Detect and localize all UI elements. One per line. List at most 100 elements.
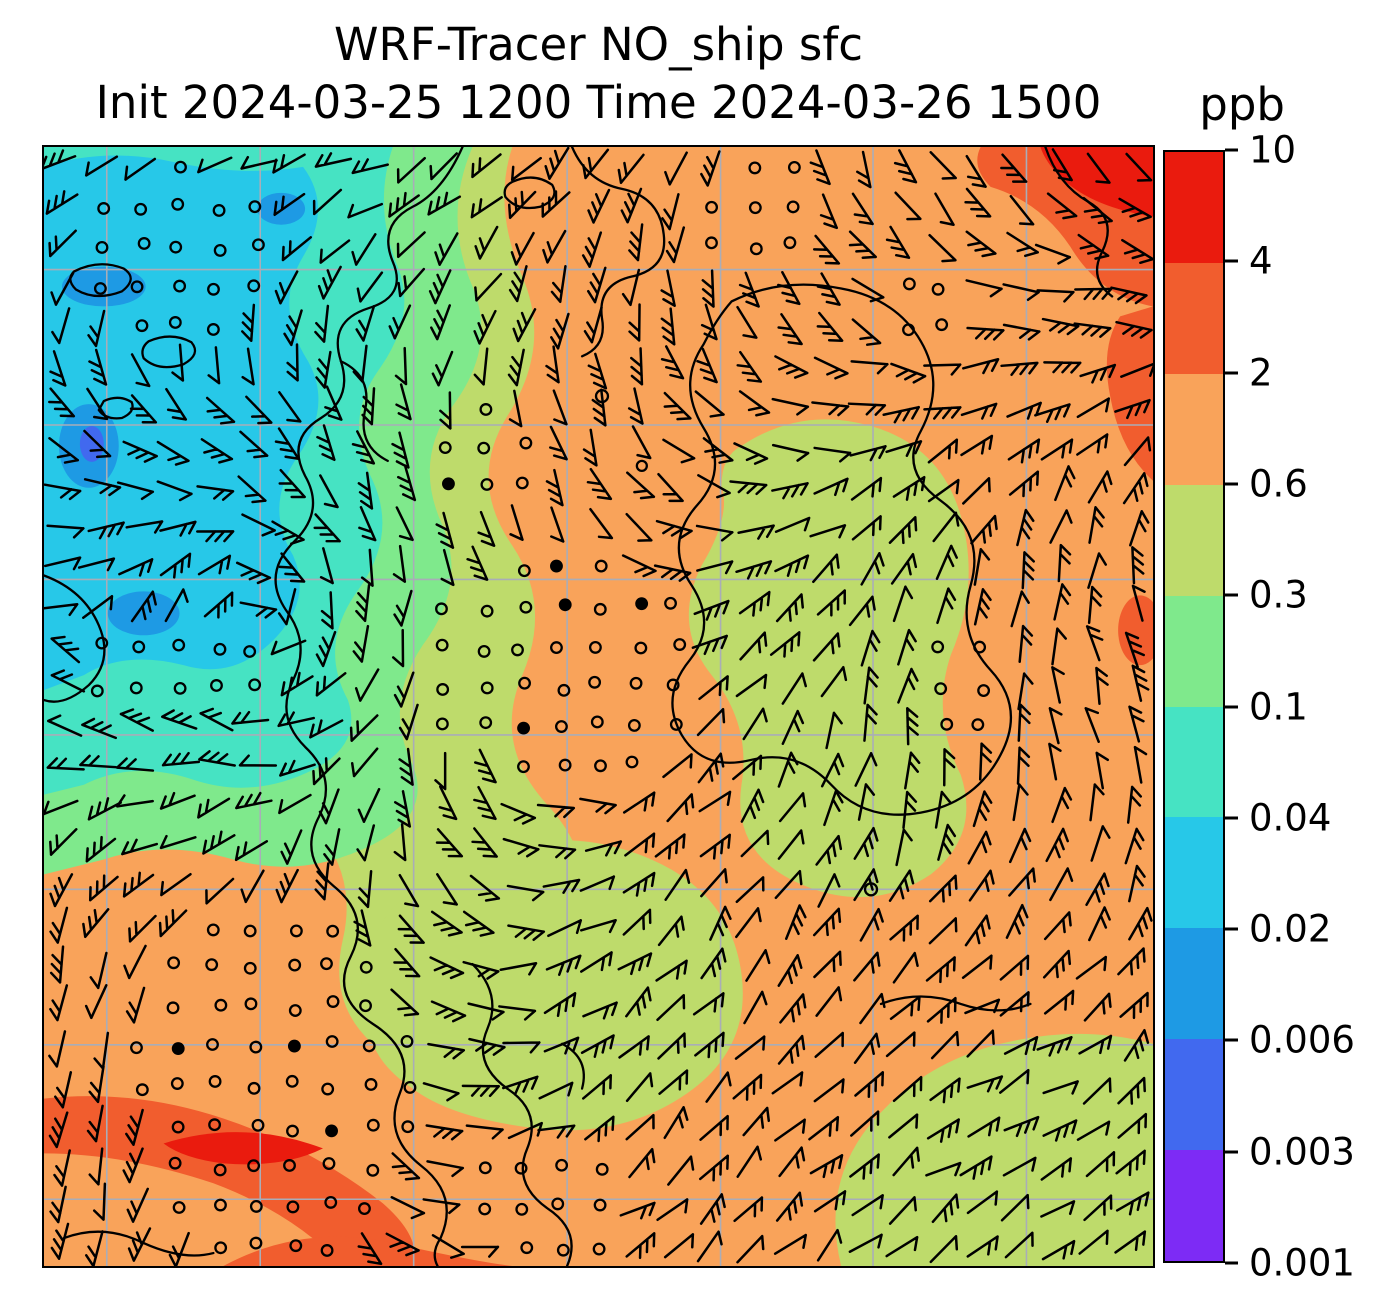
calm-wind-circle [520, 1241, 534, 1255]
calm-wind-circle [173, 279, 187, 293]
colorbar-segment [1165, 373, 1223, 485]
calm-wind-circle [247, 279, 261, 293]
calm-wind-circle [210, 679, 223, 692]
calm-wind-circle [213, 1163, 227, 1177]
calm-wind-circle [174, 160, 187, 174]
calm-wind-circle [287, 1039, 301, 1053]
colorbar-segment [1165, 595, 1223, 707]
calm-wind-circle [479, 403, 493, 416]
colorbar-tick-label: 0.04 [1249, 796, 1332, 840]
calm-wind-circle [248, 200, 262, 214]
colorbar-units-label: ppb [1199, 78, 1285, 131]
calm-wind-circle [212, 204, 226, 217]
calm-wind-circle [248, 678, 262, 692]
calm-wind-circle [478, 1202, 492, 1216]
colorbar-tick-label: 0.1 [1249, 685, 1308, 728]
calm-wind-circle [129, 681, 143, 695]
calm-wind-circle [477, 644, 491, 658]
calm-wind-circle [515, 1202, 529, 1216]
calm-wind-circle [550, 641, 563, 655]
calm-wind-circle [359, 960, 373, 974]
calm-wind-circle [206, 923, 220, 937]
coastline-islet-2 [635, 459, 648, 472]
calm-wind-circle [435, 602, 448, 616]
colorbar-segment [1165, 152, 1223, 263]
calm-wind-circle [130, 280, 144, 294]
calm-wind-circle [207, 282, 220, 296]
calm-wind-circle [208, 1118, 222, 1132]
colorbar-segment [1165, 1039, 1223, 1151]
calm-wind-circle [243, 961, 257, 975]
colorbar-segment [1165, 1150, 1223, 1262]
calm-wind-circle [669, 718, 683, 731]
calm-wind-circle [171, 197, 185, 211]
colorbar-tick-label: 0.003 [1249, 1130, 1355, 1174]
colorbar-ticks: 10 4 2 0.6 0.3 0.1 0.04 0.02 0.006 0.003 0.001 [1225, 129, 1395, 1285]
calm-wind-circle [435, 717, 449, 731]
calm-wind-circle [286, 1124, 299, 1138]
calm-wind-circle [480, 604, 494, 618]
calm-wind-circle [515, 476, 529, 490]
calm-wind-circle [517, 564, 531, 578]
calm-wind-circle [971, 718, 985, 732]
colorbar-tick-label: 0.3 [1249, 573, 1308, 617]
calm-wind-circle [172, 638, 186, 652]
calm-wind-circle [90, 684, 104, 698]
colorbar-segment [1165, 262, 1223, 374]
calm-wind-circle [673, 638, 687, 651]
calm-wind-circle [208, 1075, 222, 1088]
calm-wind-circle [664, 596, 677, 610]
calm-wind-circle [172, 1201, 186, 1214]
calm-wind-circle [288, 1004, 302, 1017]
colorbar-tick-label: 2 [1249, 351, 1273, 395]
calm-wind-circle [595, 1162, 609, 1176]
calm-wind-circle [551, 1197, 565, 1211]
calm-wind-circle [169, 240, 183, 254]
calm-wind-circle [514, 1161, 528, 1175]
calm-wind-circle [358, 1202, 371, 1216]
calm-wind-circle [135, 319, 149, 333]
colorbar-tickmark [1225, 1150, 1238, 1154]
calm-wind-circle [749, 242, 763, 256]
calm-wind-circle [249, 1236, 263, 1250]
calm-wind-circle [206, 323, 220, 336]
coastline-branch [339, 360, 389, 463]
calm-wind-circle [249, 1199, 263, 1213]
calm-wind-circle [934, 682, 948, 696]
map-canvas [44, 147, 1153, 1266]
calm-wind-circle [558, 598, 572, 612]
calm-wind-circle [625, 755, 639, 769]
calm-wind-circle [592, 1242, 606, 1256]
field-region-orangered-bottom-left [44, 1096, 415, 1266]
calm-wind-circle [635, 597, 649, 611]
calm-wind-circle [289, 924, 303, 938]
calm-wind-circle [442, 477, 455, 491]
colorbar-tick-label: 10 [1249, 128, 1297, 172]
map-panel [42, 145, 1155, 1268]
calm-wind-circle [940, 717, 954, 731]
calm-wind-circle [137, 237, 151, 250]
calm-wind-circle [324, 1196, 338, 1209]
calm-wind-circle [171, 1042, 185, 1056]
calm-wind-circle [134, 202, 148, 216]
calm-wind-circle [171, 1120, 185, 1134]
calm-wind-circle [243, 924, 257, 938]
calm-wind-circle [436, 683, 450, 696]
calm-wind-circle [130, 1041, 143, 1055]
figure-subtitle: Init 2024-03-25 1200 Time 2024-03-26 150… [95, 76, 1102, 129]
coastline-west-edge [44, 574, 106, 703]
colorbar-tick-label: 4 [1249, 239, 1273, 283]
calm-wind-circle [285, 1074, 299, 1088]
calm-wind-circle [588, 675, 602, 689]
calm-wind-circle [931, 282, 945, 296]
coastline-island-top-center [503, 176, 556, 210]
calm-wind-circle [325, 1035, 339, 1048]
colorbar [1163, 150, 1225, 1263]
colorbar-tickmark [1225, 1038, 1238, 1042]
calm-wind-circle [594, 559, 608, 573]
calm-wind-circle [214, 1198, 227, 1212]
calm-wind-circle [550, 559, 563, 573]
calm-wind-circle [593, 1198, 607, 1212]
calm-wind-circle [251, 1118, 265, 1132]
calm-wind-circle [132, 640, 146, 654]
